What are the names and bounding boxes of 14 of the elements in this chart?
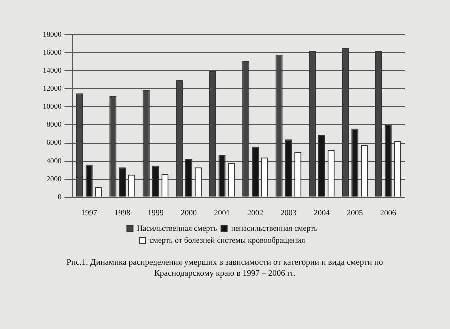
x-tick-label: 1997: [81, 208, 98, 218]
x-tick-label: 2004: [314, 208, 330, 218]
text: Рис.1. Динамика распределения умерших в зависимости от категории и вида смерти по Краснодарскому краю в 1997 – 2006 гг.: [66, 257, 384, 279]
legend-label: ненасильственная смерть: [231, 224, 318, 234]
x-tick-label: 2005: [347, 208, 364, 218]
x-tick-label: 2000: [181, 208, 198, 218]
legend-label: смерть от болезней системы кровообращения: [150, 236, 306, 246]
legend-label: Насильственная смерть: [137, 224, 218, 234]
x-tick-label: 2001: [214, 208, 230, 218]
x-tick-label: 2002: [247, 208, 264, 218]
x-tick-label: 1999: [148, 208, 164, 218]
x-tick-label: 2006: [380, 208, 396, 218]
x-tick-label: 1998: [114, 208, 131, 218]
x-tick-label: 2003: [280, 208, 297, 218]
